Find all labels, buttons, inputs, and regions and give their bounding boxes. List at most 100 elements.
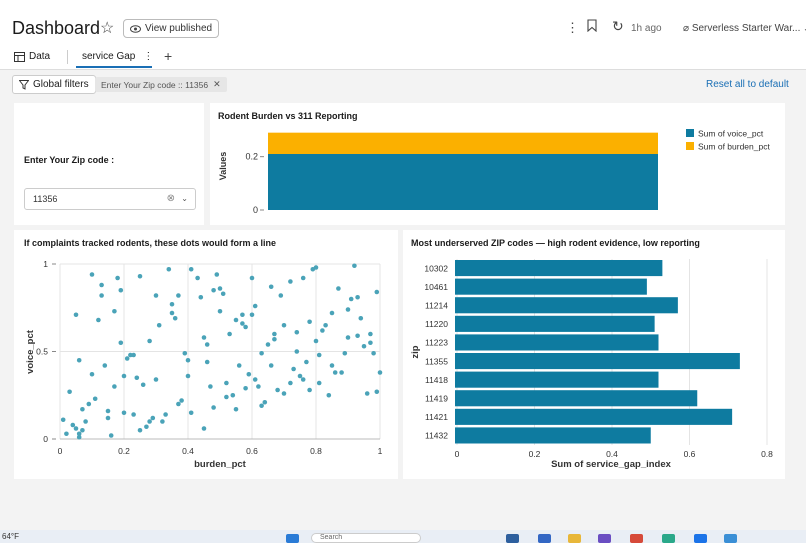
scatter-point[interactable]: [291, 366, 296, 372]
scatter-point[interactable]: [358, 315, 364, 321]
warehouse-selector[interactable]: ⌀ Serverless Starter War... ⌄: [683, 23, 806, 34]
scatter-point[interactable]: [137, 427, 143, 433]
scatter-point[interactable]: [118, 287, 124, 293]
scatter-point[interactable]: [128, 352, 133, 358]
scatter-point[interactable]: [259, 403, 264, 409]
refresh-icon[interactable]: ↻: [612, 18, 624, 34]
scatter-point[interactable]: [294, 349, 300, 354]
scatter-point[interactable]: [233, 317, 239, 323]
scatter-point[interactable]: [83, 419, 88, 424]
start-icon[interactable]: [286, 534, 299, 543]
scatter-point[interactable]: [268, 284, 274, 290]
bar[interactable]: [455, 371, 659, 388]
legend-label[interactable]: Sum of voice_pct: [698, 129, 764, 139]
scatter-point[interactable]: [368, 331, 373, 337]
scatter-point[interactable]: [208, 384, 213, 389]
scatter-point[interactable]: [230, 392, 236, 398]
scatter-point[interactable]: [342, 350, 348, 356]
bar-segment-0[interactable]: [268, 154, 658, 210]
clear-icon[interactable]: ⊗: [166, 193, 175, 204]
weather-widget[interactable]: 64°F: [2, 532, 19, 541]
more-options-icon[interactable]: ⋮: [566, 20, 579, 35]
scatter-point[interactable]: [233, 406, 239, 412]
scatter-point[interactable]: [300, 377, 306, 382]
bar[interactable]: [455, 297, 678, 314]
scatter-point[interactable]: [115, 275, 120, 281]
scatter-point[interactable]: [204, 342, 210, 347]
scatter-point[interactable]: [272, 331, 277, 337]
scatter-point[interactable]: [147, 338, 152, 344]
view-published-button[interactable]: View published: [123, 19, 220, 38]
scatter-point[interactable]: [211, 287, 216, 293]
scatter-point[interactable]: [281, 322, 287, 328]
app-icon[interactable]: [598, 534, 611, 543]
scatter-point[interactable]: [316, 352, 322, 358]
scatter-point[interactable]: [329, 363, 335, 368]
scatter-point[interactable]: [121, 373, 127, 379]
scatter-point[interactable]: [99, 293, 104, 298]
reset-all-link[interactable]: Reset all to default: [706, 79, 789, 90]
scatter-point[interactable]: [307, 387, 312, 393]
scatter-point[interactable]: [313, 265, 319, 270]
scatter-point[interactable]: [374, 389, 380, 395]
scatter-point[interactable]: [185, 357, 191, 363]
scatter-point[interactable]: [252, 377, 258, 382]
scatter-point[interactable]: [336, 286, 341, 291]
scatter-point[interactable]: [352, 263, 357, 269]
scatter-point[interactable]: [112, 384, 117, 389]
scatter-point[interactable]: [355, 294, 360, 300]
scatter-point[interactable]: [297, 373, 303, 379]
app-icon[interactable]: [506, 534, 519, 543]
scatter-point[interactable]: [60, 417, 66, 423]
scatter-point[interactable]: [281, 391, 287, 396]
bar[interactable]: [455, 315, 655, 332]
add-tab-icon[interactable]: +: [164, 48, 173, 64]
scatter-point[interactable]: [227, 331, 232, 337]
scatter-point[interactable]: [80, 427, 85, 433]
scatter-point[interactable]: [288, 380, 293, 386]
scatter-point[interactable]: [300, 275, 306, 281]
scatter-point[interactable]: [201, 335, 207, 340]
scatter-point[interactable]: [275, 387, 280, 393]
scatter-point[interactable]: [201, 426, 207, 431]
scatter-point[interactable]: [80, 406, 85, 412]
scatter-point[interactable]: [240, 312, 245, 318]
scatter-point[interactable]: [124, 356, 130, 361]
scatter-point[interactable]: [368, 340, 373, 346]
scatter-point[interactable]: [288, 279, 293, 284]
scatter-point[interactable]: [76, 357, 82, 363]
close-icon[interactable]: ✕: [213, 79, 221, 89]
scatter-point[interactable]: [160, 419, 165, 424]
scatter-point[interactable]: [131, 412, 136, 417]
scatter-point[interactable]: [121, 410, 127, 416]
scatter-point[interactable]: [73, 312, 79, 318]
scatter-point[interactable]: [108, 433, 114, 438]
folder-icon[interactable]: [568, 534, 581, 543]
scatter-point[interactable]: [240, 321, 245, 326]
bar-segment-1[interactable]: [268, 132, 658, 154]
scatter-point[interactable]: [313, 338, 319, 344]
filter-chip[interactable]: Enter Your Zip code :: 11356 ✕: [95, 77, 227, 92]
scatter-point[interactable]: [176, 401, 181, 407]
scatter-point[interactable]: [169, 310, 175, 316]
scatter-point[interactable]: [140, 382, 146, 388]
scatter-point[interactable]: [204, 359, 210, 365]
scatter-point[interactable]: [217, 308, 223, 314]
zip-select[interactable]: 11356 ⊗ ⌄: [24, 188, 196, 210]
bar[interactable]: [455, 390, 698, 407]
scatter-point[interactable]: [252, 303, 258, 309]
scatter-point[interactable]: [150, 415, 156, 421]
scatter-point[interactable]: [73, 426, 79, 431]
scatter-point[interactable]: [304, 359, 309, 365]
tab-data[interactable]: Data: [14, 51, 50, 62]
scatter-point[interactable]: [377, 370, 383, 375]
scatter-point[interactable]: [332, 370, 338, 375]
scatter-point[interactable]: [361, 343, 367, 349]
app-icon[interactable]: [538, 534, 551, 543]
scatter-point[interactable]: [182, 350, 188, 356]
scatter-point[interactable]: [214, 272, 220, 277]
scatter-point[interactable]: [224, 380, 229, 386]
scatter-point[interactable]: [236, 363, 242, 368]
scatter-point[interactable]: [70, 422, 76, 428]
bar[interactable]: [455, 334, 659, 351]
